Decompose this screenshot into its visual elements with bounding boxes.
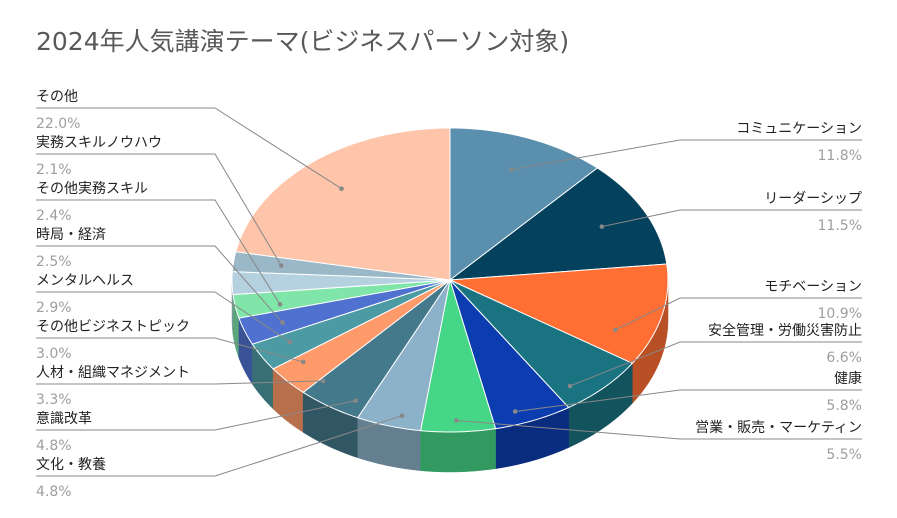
leader-line-5 — [515, 389, 862, 413]
leader-line-8 — [36, 400, 356, 431]
slice-5 — [449, 279, 570, 430]
leader-line-11 — [36, 291, 291, 343]
slice-15 — [235, 127, 451, 281]
slice-value-9: 3.3% — [36, 392, 72, 408]
leader-line-2 — [601, 209, 862, 228]
slice-10 — [251, 279, 451, 370]
slice-value-13: 2.4% — [36, 208, 72, 224]
leader-dot-13 — [277, 302, 283, 307]
slice-label-10: その他ビジネストピック — [36, 319, 190, 335]
slice-3 — [449, 263, 669, 364]
leader-line-6 — [456, 419, 862, 440]
slice-11 — [238, 279, 451, 345]
leader-line-14 — [36, 153, 282, 266]
leader-line-15 — [36, 107, 342, 190]
leader-dot-10 — [300, 359, 306, 365]
slice-label-7: 文化・教養 — [36, 456, 106, 473]
leader-line-3 — [615, 297, 862, 331]
leader-dot-4 — [567, 383, 573, 389]
slice-value-8: 4.8% — [36, 438, 72, 454]
slice-label-9: 人材・組織マネジメント — [36, 365, 190, 381]
slice-value-2: 11.5% — [818, 218, 862, 234]
slice-6 — [420, 279, 497, 433]
slice-label-2: リーダーシップ — [764, 191, 862, 207]
leader-dot-5 — [512, 409, 518, 414]
leader-line-7 — [36, 415, 403, 477]
slice-label-11: メンタルヘルス — [36, 273, 134, 289]
slice-label-14: 実務スキルノウハウ — [36, 135, 162, 151]
slice-13 — [231, 271, 451, 296]
slice-value-14: 2.1% — [36, 162, 72, 178]
slice-2 — [448, 167, 668, 281]
slice-label-8: 意識改革 — [36, 410, 92, 427]
slice-value-10: 3.0% — [36, 346, 72, 362]
leader-dot-3 — [612, 327, 618, 333]
slice-value-7: 4.8% — [36, 484, 72, 500]
leader-line-12 — [36, 245, 283, 323]
slice-label-13: その他実務スキル — [36, 181, 148, 197]
slice-7 — [356, 279, 451, 432]
slice-value-3: 10.9% — [818, 306, 862, 322]
slice-value-15: 22.0% — [36, 116, 80, 132]
slice-labels: コミュニケーション 11.8% リーダーシップ 11.5% モチベーション 10.9%安全… — [36, 89, 862, 500]
leader-line-4 — [569, 341, 862, 387]
slice-label-12: 時局・経済 — [36, 227, 106, 243]
slice-side-6 — [420, 428, 496, 473]
slice-value-4: 6.6% — [826, 350, 862, 366]
slice-value-6: 5.5% — [826, 447, 862, 463]
slice-value-1: 11.8% — [818, 148, 862, 164]
slice-9 — [272, 279, 451, 393]
leader-line-10 — [36, 337, 304, 363]
leader-line-13 — [36, 199, 281, 305]
slice-label-4: 安全管理・労働災害防止 — [708, 322, 862, 339]
pie-depth — [231, 279, 669, 473]
slice-label-5: 健康 — [834, 370, 862, 387]
slice-label-15: その他 — [36, 89, 78, 105]
slice-label-1: コミュニケーション — [736, 121, 862, 137]
leader-line-1 — [511, 139, 862, 171]
chart-title: 2024年人気講演テーマ(ビジネスパーソン対象) — [36, 27, 569, 56]
slice-label-3: モチベーション — [764, 279, 862, 295]
slice-value-11: 2.9% — [36, 300, 72, 316]
slice-value-12: 2.5% — [36, 254, 72, 270]
pie-top — [231, 127, 669, 433]
leader-line-9 — [36, 380, 324, 385]
leader-dot-8 — [353, 398, 358, 403]
leader-dot-14 — [278, 263, 284, 268]
slice-label-6: 営業・販売・マーケティン — [695, 420, 862, 436]
slice-value-5: 5.8% — [826, 398, 862, 414]
slice-12 — [232, 279, 451, 319]
